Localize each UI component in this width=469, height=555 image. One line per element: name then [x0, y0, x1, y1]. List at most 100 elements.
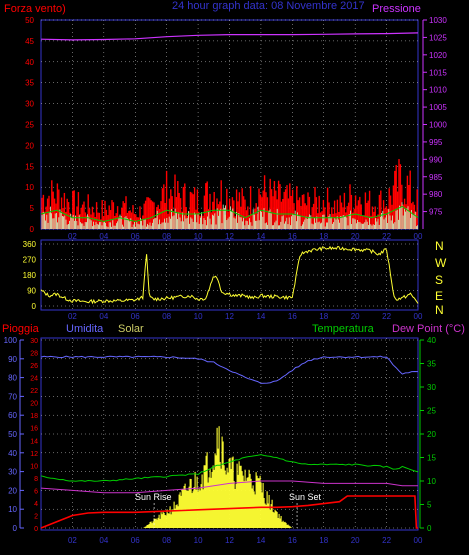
x-tick-label: 16: [288, 312, 297, 321]
x-tick-label: 10: [194, 312, 203, 321]
x-tick-label: 10: [194, 536, 203, 545]
direction-grid: [41, 240, 418, 310]
direction-line: [40, 245, 419, 305]
rain-tick-label: 10: [30, 463, 38, 470]
x-tick-label: 22: [382, 536, 391, 545]
dewpoint-line: [40, 480, 418, 494]
x-tick-label: 12: [225, 232, 234, 241]
wind-tick-label: 30: [25, 100, 34, 109]
bottom-plot: [40, 355, 419, 529]
direction-tick-label: 180: [23, 271, 37, 280]
pressure-tick-label: 1015: [429, 68, 447, 77]
rain-tick-label: 2: [34, 513, 38, 520]
x-tick-label: 16: [288, 536, 297, 545]
direction-xaxis: 02 04 06 08 10 12 14 16 18 20 22 00: [68, 312, 423, 321]
pressure-tick-label: 995: [429, 138, 443, 147]
wind-yaxis-left: 0 5 10 15 20 25 30 35 40 45 50: [25, 16, 34, 234]
x-tick-label: 02: [68, 536, 77, 545]
x-tick-label: 04: [99, 232, 108, 241]
pressure-tick-label: 985: [429, 173, 443, 182]
direction-yaxis: 0 90 180 270 360: [23, 240, 37, 311]
rain-tick-label: 0: [34, 526, 38, 533]
temperature-tick-label: 0: [427, 524, 432, 533]
humidity-tick-label: 60: [8, 411, 17, 420]
compass-w: W: [435, 256, 447, 270]
x-tick-label: 02: [68, 312, 77, 321]
x-tick-label: 20: [351, 312, 360, 321]
x-tick-label: 00: [414, 312, 423, 321]
x-tick-label: 00: [414, 232, 423, 241]
wind-xaxis: 02 04 06 08 10 12 14 16 18 20 22 00: [68, 232, 423, 241]
humidity-tick-label: 40: [8, 449, 17, 458]
rain-tick-label: 16: [30, 426, 38, 433]
annotation-sunrise: Sun Rise: [135, 492, 172, 502]
x-tick-label: 18: [319, 536, 328, 545]
rain-tick-label: 8: [34, 476, 38, 483]
wind-tick-label: 40: [25, 58, 34, 67]
x-tick-label: 06: [131, 536, 140, 545]
rain-tick-label: 20: [30, 401, 38, 408]
label-pioggia: Pioggia: [2, 323, 40, 335]
pressure-tick-label: 1010: [429, 86, 447, 95]
compass-s: S: [435, 273, 443, 287]
x-tick-label: 20: [351, 536, 360, 545]
rain-tick-label: 22: [30, 388, 38, 395]
label-umidita: Umidita: [66, 323, 104, 335]
pressure-tick-label: 1030: [429, 16, 447, 25]
mean-wind-line: [40, 205, 419, 223]
pressure-tick-label: 980: [429, 190, 443, 199]
wind-tick-label: 15: [25, 162, 34, 171]
compass-n-top: N: [435, 239, 444, 253]
rain-tick-label: 24: [30, 376, 38, 383]
humidity-yaxis: 0 10 20 30 40 50 60 70 80 90 100: [4, 336, 24, 533]
direction-plot: [40, 245, 419, 305]
title-center: 24 hour graph data: 08 Novembre 2017: [172, 0, 365, 12]
compass-e: E: [435, 289, 443, 303]
title-right: Pressione: [372, 3, 421, 15]
wind-tick-label: 50: [25, 16, 34, 25]
pressure-tick-label: 1005: [429, 103, 447, 112]
humidity-tick-label: 80: [8, 374, 17, 383]
pressure-tick-label: 1025: [429, 33, 447, 42]
humidity-tick-label: 70: [8, 392, 17, 401]
pressure-tick-label: 990: [429, 155, 443, 164]
humidity-tick-label: 100: [4, 336, 18, 345]
temperature-tick-label: 35: [427, 360, 436, 369]
wind-plot: [40, 32, 419, 229]
humidity-tick-label: 30: [8, 468, 17, 477]
pressure-tick-label: 1000: [429, 121, 447, 130]
x-tick-label: 04: [99, 312, 108, 321]
x-tick-label: 00: [414, 536, 423, 545]
x-tick-label: 22: [382, 232, 391, 241]
rain-tick-label: 26: [30, 363, 38, 370]
x-tick-label: 12: [225, 312, 234, 321]
rain-tick-label: 14: [30, 438, 38, 445]
humidity-tick-label: 50: [8, 430, 17, 439]
x-tick-label: 14: [256, 232, 265, 241]
x-tick-label: 04: [99, 536, 108, 545]
temperature-tick-label: 10: [427, 477, 436, 486]
direction-tick-label: 90: [27, 287, 36, 296]
pressure-tick-label: 1020: [429, 51, 447, 60]
x-tick-label: 08: [162, 536, 171, 545]
rain-tick-label: 18: [30, 413, 38, 420]
wind-tick-label: 25: [25, 121, 34, 130]
wind-tick-label: 45: [25, 37, 34, 46]
humidity-tick-label: 90: [8, 355, 17, 364]
temperature-tick-label: 20: [427, 430, 436, 439]
temperature-tick-label: 15: [427, 454, 436, 463]
x-tick-label: 10: [194, 232, 203, 241]
rain-tick-label: 6: [34, 488, 38, 495]
direction-tick-label: 0: [32, 302, 37, 311]
title-left: Forza vento): [4, 3, 66, 15]
rain-tick-label: 12: [30, 451, 38, 458]
annotation-sunset: Sun Set: [289, 492, 322, 502]
rain-tick-label: 30: [30, 338, 38, 345]
temperature-tick-label: 25: [427, 407, 436, 416]
wind-tick-label: 35: [25, 79, 34, 88]
label-solar: Solar: [118, 323, 144, 335]
pressure-tick-label: 975: [429, 208, 443, 217]
rain-tick-label: 28: [30, 351, 38, 358]
